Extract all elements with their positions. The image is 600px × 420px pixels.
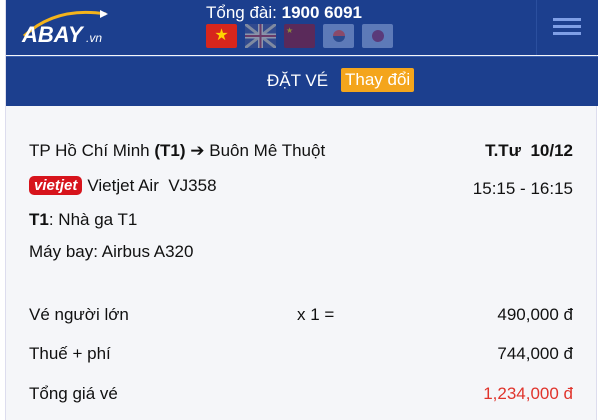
total-label: Tổng giá vé bbox=[29, 384, 118, 403]
airline-row: vietjet Vietjet Air VJ358 bbox=[29, 176, 573, 196]
total-price: 1,234,000 đ bbox=[483, 384, 573, 403]
flight-number: VJ358 bbox=[168, 176, 217, 195]
flight-time: 15:15 - 16:15 bbox=[472, 179, 573, 198]
booking-title: ĐẶT VÉ bbox=[267, 71, 329, 90]
hotline-number[interactable]: 1900 6091 bbox=[281, 3, 362, 22]
svg-text:ABAY: ABAY bbox=[21, 22, 85, 46]
flag-japan-icon[interactable] bbox=[362, 24, 393, 48]
adult-fare-price: 490,000 đ bbox=[497, 305, 573, 324]
adult-fare-label: Vé người lớn bbox=[29, 305, 129, 324]
page: ABAY .vn Tổng đài: 1900 6091 ★ ★ ĐẶT VÉ T… bbox=[5, 0, 598, 420]
hotline: Tổng đài: 1900 6091 bbox=[206, 3, 362, 23]
terminal-info: T1: Nhà ga T1 bbox=[29, 210, 138, 229]
hamburger-menu-icon[interactable] bbox=[536, 0, 598, 55]
flag-vietnam-icon[interactable]: ★ bbox=[206, 24, 237, 48]
adult-qty: x 1 = bbox=[297, 305, 335, 324]
aircraft-info: Máy bay: Airbus A320 bbox=[29, 242, 194, 261]
tax-label: Thuế + phí bbox=[29, 344, 111, 363]
abay-logo[interactable]: ABAY .vn bbox=[16, 6, 116, 47]
svg-text:.vn: .vn bbox=[86, 31, 102, 45]
flag-uk-icon[interactable] bbox=[244, 22, 277, 50]
arrow-right-icon: ➔ bbox=[190, 141, 205, 160]
top-header: ABAY .vn Tổng đài: 1900 6091 ★ ★ bbox=[6, 0, 598, 55]
flag-china-icon[interactable]: ★ bbox=[284, 24, 315, 48]
destination: Buôn Mê Thuột bbox=[209, 141, 326, 160]
hotline-label: Tổng đài: bbox=[206, 3, 277, 22]
vietjet-logo: vietjet bbox=[29, 176, 83, 195]
airline-name: Vietjet Air bbox=[87, 176, 159, 195]
booking-bar: ĐẶT VÉ bbox=[6, 56, 598, 106]
origin-terminal: (T1) bbox=[154, 141, 186, 160]
language-flags: ★ ★ bbox=[206, 22, 393, 50]
route: TP Hồ Chí Minh (T1) ➔ Buôn Mê Thuột bbox=[29, 141, 573, 161]
tax-price: 744,000 đ bbox=[497, 344, 573, 363]
flag-korea-icon[interactable] bbox=[323, 24, 354, 48]
flight-date: T.Tư 10/12 bbox=[485, 141, 573, 160]
change-button[interactable]: Thay đổi bbox=[341, 68, 415, 92]
origin: TP Hồ Chí Minh bbox=[29, 141, 150, 160]
